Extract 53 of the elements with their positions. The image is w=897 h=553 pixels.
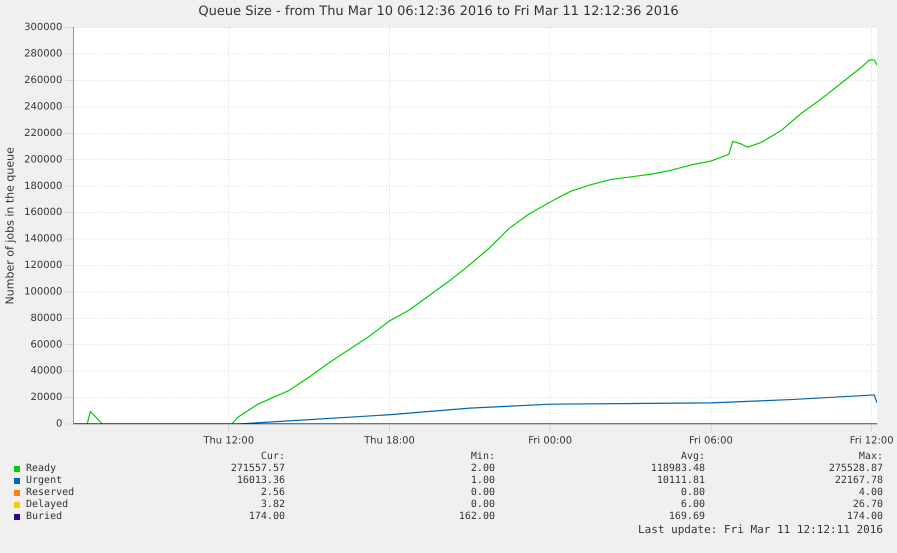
- x-tick-label: Fri 06:00: [688, 436, 733, 447]
- text: 0.00: [470, 487, 495, 498]
- legend-label: Reserved: [26, 487, 74, 498]
- text: Avg:: [680, 451, 705, 462]
- text: 174.00: [846, 511, 883, 522]
- y-tick-label: 60000: [30, 339, 62, 350]
- text: 4.00: [858, 487, 883, 498]
- legend-label: Buried: [26, 511, 62, 522]
- y-tick-label: 40000: [30, 366, 62, 377]
- text: Min:: [470, 451, 495, 462]
- text: 3.82: [260, 499, 285, 510]
- y-tick-label: 260000: [24, 75, 62, 86]
- text: 271557.57: [230, 463, 285, 474]
- x-tick-label: Fri 00:00: [528, 436, 572, 447]
- y-tick-label: 20000: [30, 392, 62, 404]
- text: 162.00: [458, 511, 495, 522]
- legend-label: Urgent: [26, 475, 62, 486]
- x-tick-label: Thu 18:00: [363, 436, 415, 447]
- legend-label: Ready: [26, 463, 56, 474]
- y-tick-label: 180000: [24, 180, 62, 192]
- text: 10111.81: [656, 475, 705, 486]
- text: 275528.87: [828, 463, 883, 474]
- legend-label: Delayed: [26, 499, 68, 510]
- text: 1.00: [470, 475, 495, 486]
- text: 174.00: [248, 511, 285, 522]
- text: 6.00: [680, 499, 705, 510]
- chart-title: Queue Size - from Thu Mar 10 06:12:36 2016 to Fri Mar 11 12:12:36 2016: [198, 4, 679, 20]
- y-tick-label: 120000: [24, 260, 62, 272]
- y-tick-label: 300000: [24, 22, 62, 34]
- x-tick-label: Fri 12:00: [850, 436, 894, 447]
- y-axis-title: Number of jobs in the queue: [3, 146, 16, 304]
- text: 0.00: [470, 499, 495, 510]
- text: Cur:: [260, 451, 285, 462]
- y-tick-label: 80000: [30, 312, 62, 324]
- x-tick-label: Thu 12:00: [202, 436, 254, 447]
- y-tick-label: 0: [56, 418, 62, 430]
- y-tick-label: 280000: [24, 48, 62, 60]
- text: 2.56: [260, 487, 285, 498]
- text: 0.80: [680, 487, 705, 498]
- text: 26.70: [852, 499, 883, 510]
- y-tick-label: 220000: [24, 128, 62, 139]
- text: Last update: Fri Mar 11 12:12:11 2016: [638, 523, 883, 536]
- text: 22167.78: [834, 475, 883, 486]
- text: 169.69: [668, 511, 705, 522]
- y-tick-label: 200000: [24, 154, 62, 166]
- text: 118983.48: [650, 463, 705, 474]
- text: 16013.36: [236, 475, 285, 486]
- y-tick-label: 160000: [24, 207, 62, 218]
- text: Max:: [858, 451, 883, 462]
- text: 2.00: [470, 463, 495, 474]
- y-tick-label: 100000: [24, 286, 62, 298]
- y-tick-label: 240000: [24, 101, 62, 112]
- y-tick-label: 140000: [24, 234, 62, 245]
